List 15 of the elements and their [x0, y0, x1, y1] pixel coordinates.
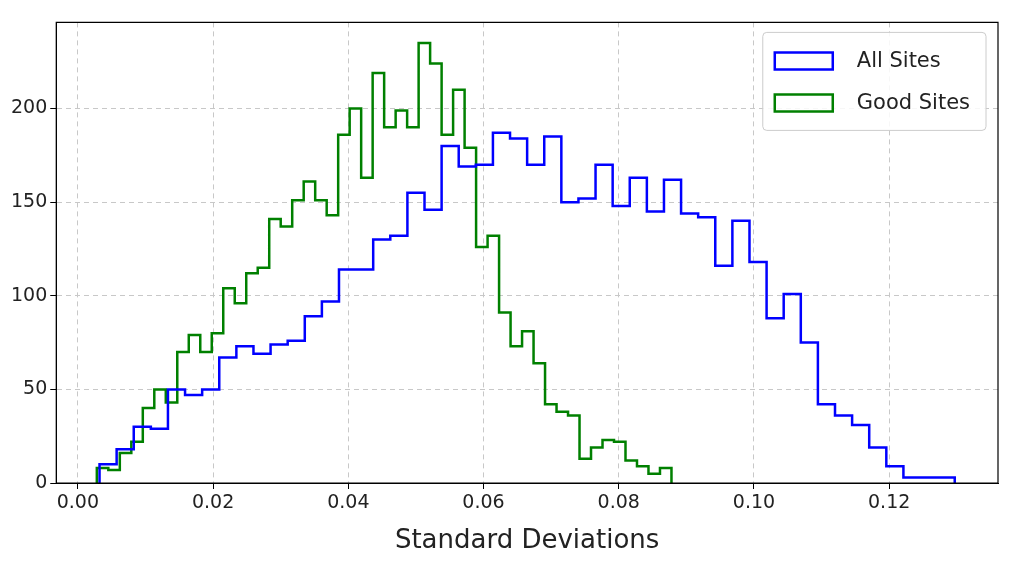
y-tick-label: 150: [11, 189, 48, 212]
y-tick-label: 100: [11, 282, 48, 305]
y-tick-label: 200: [11, 95, 48, 118]
x-tick-label: 0.00: [56, 490, 100, 513]
x-tick-label: 0.10: [732, 490, 776, 513]
x-tick-label: 0.04: [327, 490, 370, 513]
y-tick-label: 50: [23, 376, 48, 399]
x-tick-label: 0.06: [462, 490, 505, 513]
legend-label: Good Sites: [856, 89, 970, 114]
x-axis-title: Standard Deviations: [394, 524, 660, 555]
y-tick-label: 0: [35, 469, 48, 492]
x-tick-label: 0.12: [868, 490, 911, 513]
x-tick-label: 0.02: [191, 490, 235, 513]
legend-label: All Sites: [856, 47, 941, 72]
x-tick-label: 0.08: [597, 490, 640, 513]
